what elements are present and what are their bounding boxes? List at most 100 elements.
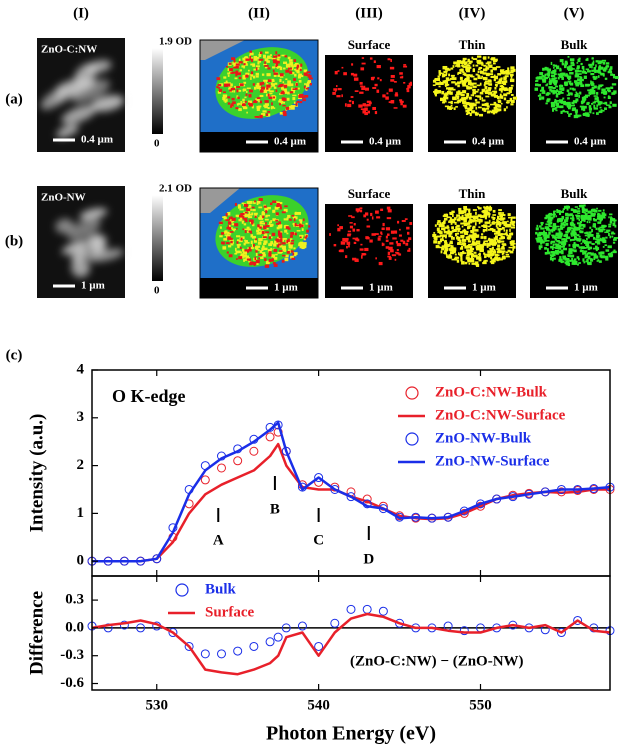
speckle: [366, 100, 371, 103]
speckle: [486, 243, 491, 247]
speckle: [593, 253, 597, 258]
speckle: [613, 90, 617, 94]
speckle: [395, 240, 398, 244]
speckle: [249, 261, 254, 264]
speckle: [493, 241, 498, 245]
speckle: [254, 215, 257, 218]
speckle: [538, 246, 542, 250]
speckle: [243, 223, 247, 226]
speckle: [231, 223, 236, 226]
speckle: [265, 225, 270, 228]
speckle: [343, 72, 347, 76]
speckle: [589, 233, 594, 237]
speckle: [455, 65, 459, 67]
speckle: [354, 90, 359, 92]
speckle: [469, 215, 474, 218]
speckle: [251, 212, 254, 216]
speckle: [575, 92, 579, 96]
speckle: [503, 93, 508, 97]
speckle: [450, 104, 453, 107]
speckle: [536, 238, 540, 242]
speckle: [483, 68, 487, 72]
speckle: [603, 91, 608, 95]
speckle: [461, 62, 464, 65]
speckle: [231, 217, 236, 221]
speckle: [278, 201, 283, 205]
speckle: [265, 83, 269, 85]
speckle: [557, 228, 561, 231]
speckle: [333, 88, 338, 91]
data-point: [281, 623, 291, 633]
speckle: [377, 237, 381, 241]
speckle: [404, 218, 408, 220]
speckle: [483, 252, 486, 255]
speckle: [564, 83, 567, 87]
speckle: [591, 65, 593, 69]
speckle: [592, 60, 595, 64]
speckle: [485, 72, 490, 77]
speckle: [294, 232, 297, 236]
speckle: [235, 65, 239, 69]
speckle: [550, 229, 553, 232]
speckle: [302, 99, 307, 102]
speckle: [474, 263, 477, 266]
speckle: [353, 77, 359, 81]
speckle: [566, 111, 569, 114]
speckle: [363, 214, 367, 218]
speckle: [507, 220, 509, 223]
speckle: [557, 236, 562, 239]
speckle: [495, 230, 500, 234]
speckle: [501, 86, 504, 89]
speckle: [585, 254, 589, 258]
speckle: [466, 92, 469, 95]
speckle: [461, 238, 467, 242]
speckle: [238, 76, 242, 80]
speckle: [474, 219, 479, 222]
speckle: [477, 206, 480, 208]
speckle: [275, 256, 278, 260]
speckle: [553, 90, 558, 94]
speckle: [249, 55, 252, 59]
speckle: [246, 226, 250, 230]
speckle: [488, 88, 491, 92]
speckle: [255, 72, 259, 76]
data-point: [233, 456, 243, 466]
speckle: [472, 232, 477, 236]
speckle: [477, 70, 480, 74]
speckle: [608, 225, 612, 228]
speckle: [392, 237, 397, 240]
speckle: [273, 72, 276, 75]
speckle: [255, 65, 260, 68]
speckle: [237, 206, 242, 209]
speckle: [468, 96, 472, 100]
speckle: [497, 215, 500, 220]
speckle: [264, 228, 269, 230]
speckle: [407, 249, 411, 252]
speckle: [397, 220, 400, 224]
speckle: [456, 63, 461, 66]
speckle: [280, 238, 283, 241]
speckle: [598, 209, 602, 212]
speckle: [492, 258, 496, 260]
speckle: [545, 84, 548, 87]
speckle: [568, 65, 572, 68]
speckle: [238, 58, 241, 62]
speckle: [567, 97, 570, 100]
speckle: [469, 86, 473, 90]
speckle: [569, 239, 572, 242]
column-label: (II): [248, 5, 270, 21]
speckle: [303, 69, 307, 73]
speckle: [441, 235, 444, 239]
speckle: [403, 64, 407, 66]
speckle: [478, 219, 483, 223]
speckle: [456, 227, 461, 231]
speckle: [550, 89, 555, 93]
data-point: [443, 621, 453, 631]
data-point: [217, 463, 226, 473]
speckle: [581, 100, 586, 103]
speckle: [494, 235, 498, 239]
speckle: [451, 226, 454, 230]
speckle: [228, 254, 233, 258]
speckle: [567, 75, 572, 79]
speckle: [496, 219, 499, 223]
